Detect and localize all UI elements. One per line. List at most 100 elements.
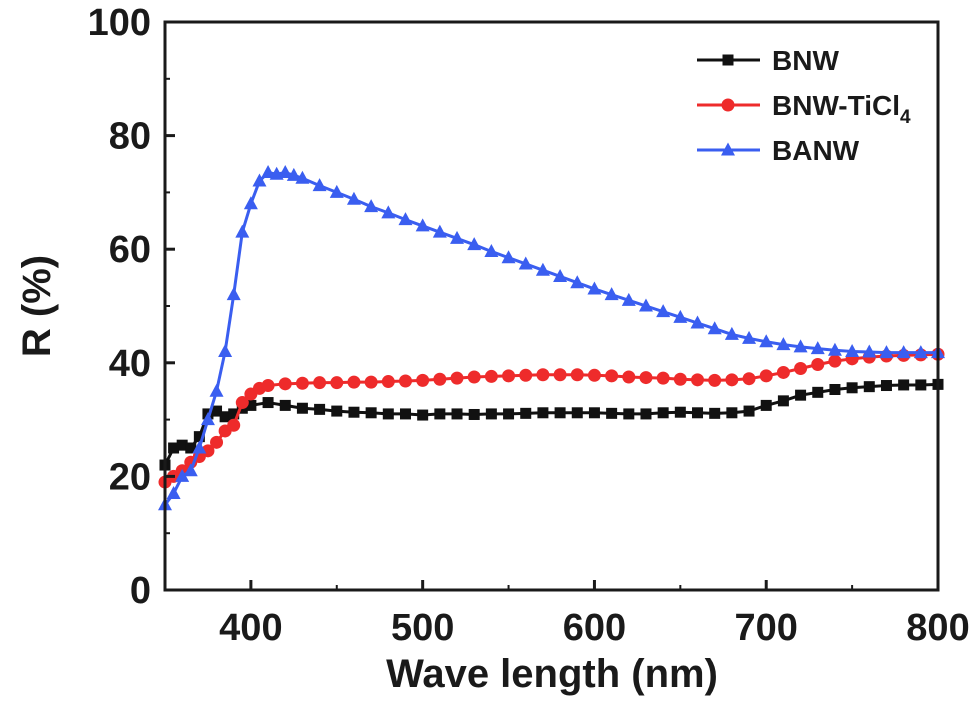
- data-point-bnw: [185, 442, 197, 454]
- data-point-banw: [690, 315, 705, 329]
- data-point-banw: [166, 485, 181, 499]
- y-tick-label: 0: [130, 570, 151, 612]
- data-point-bnw: [760, 399, 772, 411]
- data-point-bnw: [434, 408, 446, 420]
- data-point-bnw-ticl: [570, 368, 584, 382]
- data-point-banw: [218, 343, 233, 357]
- data-point-bnw-ticl: [794, 361, 808, 375]
- data-point-banw: [183, 463, 198, 477]
- data-point-bnw: [795, 389, 807, 401]
- y-axis-title: R (%): [15, 255, 59, 357]
- data-point-bnw: [709, 407, 721, 419]
- legend-item-bnw: BNW: [697, 45, 839, 76]
- data-point-bnw: [640, 408, 652, 420]
- data-point-bnw-ticl: [450, 371, 464, 385]
- data-point-bnw: [228, 408, 240, 420]
- data-point-bnw: [365, 407, 377, 419]
- data-point-banw: [879, 345, 894, 359]
- data-point-bnw: [296, 402, 308, 414]
- series-line-banw: [163, 171, 938, 506]
- x-tick-label: 500: [391, 607, 454, 649]
- data-point-banw: [175, 468, 190, 482]
- data-point-banw: [329, 184, 344, 198]
- data-point-bnw-ticl: [467, 370, 481, 384]
- data-point-bnw-ticl: [673, 372, 687, 386]
- data-point-banw: [896, 345, 911, 359]
- y-tick-label: 60: [109, 229, 151, 271]
- data-point-bnw-ticl: [553, 368, 567, 382]
- data-point-banw: [604, 287, 619, 301]
- data-point-bnw-ticl: [201, 444, 215, 458]
- legend-label-bnw: BNW: [772, 45, 839, 76]
- data-point-bnw-ticl: [828, 354, 842, 368]
- data-point-bnw: [245, 399, 257, 411]
- data-point-banw: [432, 224, 447, 238]
- data-point-banw: [845, 343, 860, 357]
- legend-label-text: BNW-TiCl: [772, 90, 900, 121]
- data-point-bnw-ticl: [605, 369, 619, 383]
- data-point-bnw: [417, 409, 429, 421]
- data-point-bnw-ticl: [759, 369, 773, 383]
- legend-label-text: BNW: [772, 45, 839, 76]
- data-point-bnw-ticl: [691, 373, 705, 387]
- data-point-bnw: [880, 380, 892, 392]
- legend-item-bnw-ticl: BNW-TiCl4: [697, 90, 911, 128]
- data-point-banw: [312, 178, 327, 192]
- data-point-banw: [484, 243, 499, 257]
- data-point-bnw-ticl: [313, 376, 327, 390]
- data-point-bnw-ticl: [639, 371, 653, 385]
- data-point-bnw: [726, 407, 738, 419]
- data-point-bnw: [168, 442, 180, 454]
- data-point-bnw-ticl: [210, 435, 224, 449]
- x-tick-label: 700: [735, 607, 798, 649]
- data-point-bnw: [588, 407, 600, 419]
- data-point-bnw: [193, 431, 205, 443]
- data-point-bnw: [262, 397, 274, 409]
- y-tick-label: 40: [109, 343, 151, 385]
- data-point-banw: [467, 237, 482, 251]
- data-point-bnw: [623, 408, 635, 420]
- legend-marker-bnw: [722, 54, 734, 66]
- series-line-bnw-ticl: [164, 352, 939, 484]
- data-point-bnw: [812, 386, 824, 398]
- data-point-banw: [398, 212, 413, 226]
- y-tick-label: 20: [109, 456, 151, 498]
- data-point-bnw-ticl: [416, 373, 430, 387]
- data-point-banw: [252, 173, 267, 187]
- data-point-bnw-ticl: [708, 373, 722, 387]
- y-tick-label: 80: [109, 116, 151, 158]
- data-point-bnw: [829, 383, 841, 395]
- data-point-bnw-ticl: [227, 418, 241, 432]
- data-point-bnw-ticl: [587, 368, 601, 382]
- legend-label-bnw-ticl: BNW-TiCl4: [772, 90, 911, 128]
- data-point-bnw-ticl: [536, 368, 550, 382]
- data-point-bnw: [777, 395, 789, 407]
- series-bnw-ticl: [158, 347, 945, 489]
- legend: BNW BNW-TiCl4 BANW: [697, 45, 911, 166]
- series-bnw: [159, 378, 944, 471]
- data-point-bnw: [606, 407, 618, 419]
- legend-marker-bnw-ticl: [721, 98, 735, 112]
- data-point-bnw: [554, 407, 566, 419]
- x-axis-title: Wave length (nm): [386, 652, 718, 696]
- data-point-bnw-ticl: [433, 372, 447, 386]
- data-point-banw: [913, 345, 928, 359]
- data-point-banw: [501, 250, 516, 264]
- data-point-banw: [286, 167, 301, 181]
- data-point-bnw: [382, 408, 394, 420]
- data-point-banw: [570, 275, 585, 289]
- data-point-bnw-ticl: [364, 375, 378, 389]
- data-point-bnw-ticl: [347, 375, 361, 389]
- data-point-bnw-ticl: [484, 369, 498, 383]
- data-point-bnw-ticl: [742, 372, 756, 386]
- data-point-banw: [535, 262, 550, 276]
- data-point-banw: [192, 440, 207, 454]
- data-point-bnw: [915, 379, 927, 391]
- data-point-banw: [742, 330, 757, 344]
- data-point-banw: [235, 224, 250, 238]
- data-point-banw: [278, 165, 293, 179]
- data-point-bnw-ticl: [261, 379, 275, 393]
- data-point-banw: [827, 342, 842, 356]
- data-point-bnw-ticl: [295, 376, 309, 390]
